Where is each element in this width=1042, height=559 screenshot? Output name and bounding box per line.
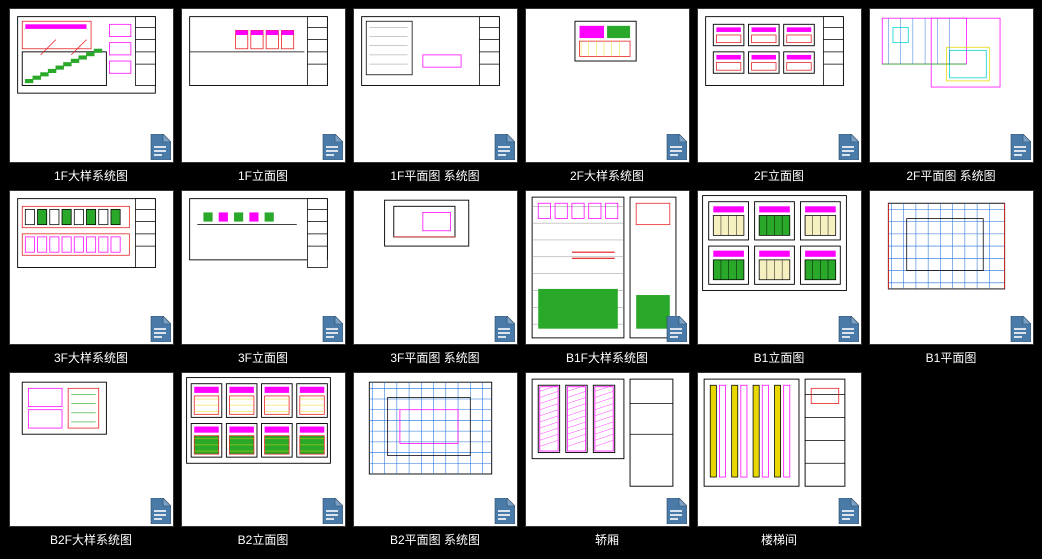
file-thumbnail[interactable] (525, 372, 690, 527)
file-thumbnail[interactable] (525, 8, 690, 163)
file-thumbnail[interactable] (353, 372, 518, 527)
file-tile[interactable]: 2F立面图 (696, 8, 862, 184)
file-tile[interactable]: B2平面图 系统图 (352, 372, 518, 548)
file-tile[interactable]: 3F立面图 (180, 190, 346, 366)
file-tile[interactable]: 1F平面图 系统图 (352, 8, 518, 184)
file-label: B1立面图 (754, 349, 805, 366)
file-tile[interactable]: B1平面图 (868, 190, 1034, 366)
file-label: 2F大样系统图 (570, 167, 644, 184)
file-thumbnail[interactable] (697, 190, 862, 345)
file-label: B2F大样系统图 (50, 531, 132, 548)
file-thumbnail[interactable] (869, 8, 1034, 163)
file-tile[interactable]: B2F大样系统图 (8, 372, 174, 548)
file-label: 1F立面图 (238, 167, 288, 184)
file-tile[interactable]: 1F立面图 (180, 8, 346, 184)
file-thumbnail[interactable] (697, 8, 862, 163)
file-tile[interactable]: 2F平面图 系统图 (868, 8, 1034, 184)
file-thumbnail[interactable] (353, 190, 518, 345)
file-tile[interactable]: 3F平面图 系统图 (352, 190, 518, 366)
file-label: 3F立面图 (238, 349, 288, 366)
file-thumbnail[interactable] (353, 8, 518, 163)
file-label: 2F平面图 系统图 (906, 167, 995, 184)
file-thumbnail[interactable] (9, 190, 174, 345)
file-label: 1F平面图 系统图 (390, 167, 479, 184)
file-thumbnail[interactable] (181, 190, 346, 345)
file-label: 3F平面图 系统图 (390, 349, 479, 366)
file-tile[interactable]: 2F大样系统图 (524, 8, 690, 184)
file-label: 2F立面图 (754, 167, 804, 184)
file-thumbnail[interactable] (181, 8, 346, 163)
file-thumbnail[interactable] (9, 372, 174, 527)
file-label: 楼梯间 (761, 531, 797, 548)
file-label: B1平面图 (926, 349, 977, 366)
file-label: B2立面图 (238, 531, 289, 548)
file-tile[interactable]: B2立面图 (180, 372, 346, 548)
thumbnail-grid: 1F大样系统图 1F立面图 1F平面图 系统图 2F大样系统图 2F立面图 2F (8, 8, 1034, 548)
file-tile[interactable]: 轿厢 (524, 372, 690, 548)
file-label: B1F大样系统图 (566, 349, 648, 366)
file-label: 3F大样系统图 (54, 349, 128, 366)
file-label: 1F大样系统图 (54, 167, 128, 184)
file-thumbnail[interactable] (869, 190, 1034, 345)
file-thumbnail[interactable] (181, 372, 346, 527)
file-thumbnail[interactable] (9, 8, 174, 163)
file-tile[interactable]: 楼梯间 (696, 372, 862, 548)
file-thumbnail[interactable] (697, 372, 862, 527)
file-label: 轿厢 (595, 531, 619, 548)
file-tile[interactable]: B1F大样系统图 (524, 190, 690, 366)
file-tile[interactable]: B1立面图 (696, 190, 862, 366)
file-label: B2平面图 系统图 (390, 531, 480, 548)
file-thumbnail[interactable] (525, 190, 690, 345)
file-tile[interactable]: 1F大样系统图 (8, 8, 174, 184)
file-tile[interactable]: 3F大样系统图 (8, 190, 174, 366)
